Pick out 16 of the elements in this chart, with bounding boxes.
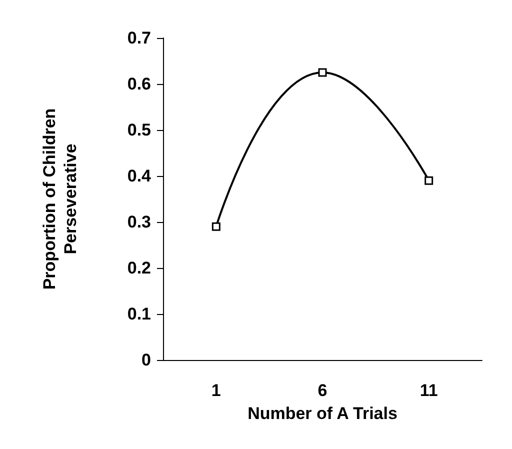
y-tick-label: 0 [142,350,151,370]
x-axis-title: Number of A Trials [248,404,398,423]
point [424,176,434,185]
y-tick-label: 0.2 [127,258,151,278]
y-axis-title: Proportion of Children Perseverative [40,108,80,290]
x-tick-label: 6 [318,381,328,400]
y-tick-label: 0.7 [127,28,151,48]
point [318,68,327,77]
y-tick-label: 0.5 [127,120,151,140]
x-tick-label: 11 [420,381,438,400]
x-tick-label: 1 [211,381,221,400]
y-tick-label: 0.3 [127,212,151,232]
y-tick-label: 0.6 [127,74,151,94]
point [212,222,220,231]
y-tick-label: 0.1 [127,304,151,324]
y-tick-label: 0.4 [127,166,152,186]
